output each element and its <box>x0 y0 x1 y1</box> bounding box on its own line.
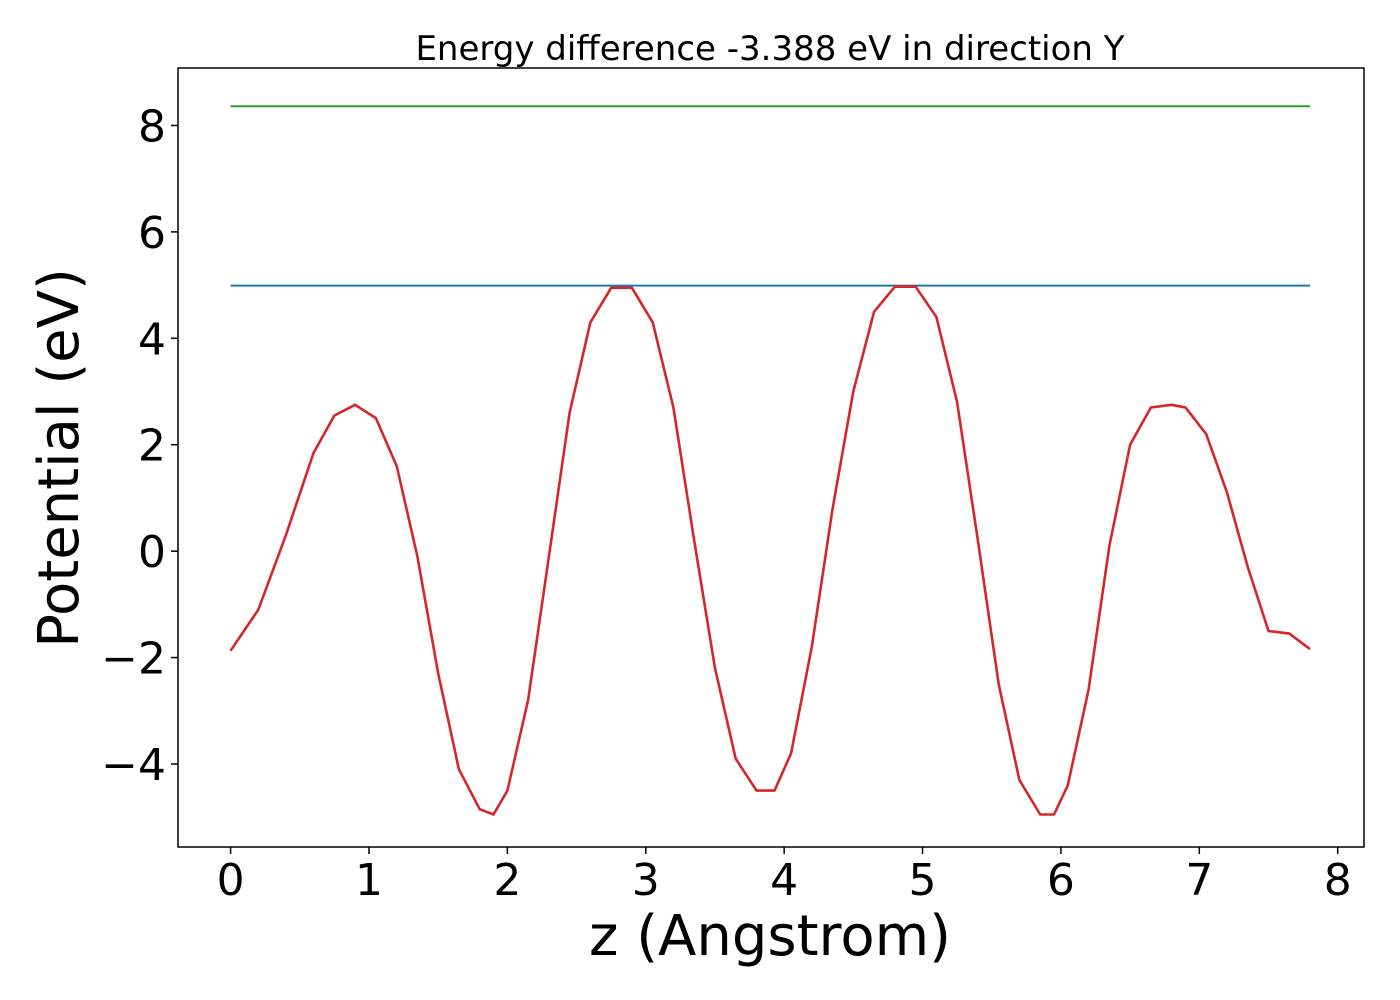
x-tick-label: 8 <box>1324 855 1352 906</box>
x-tick-label: 1 <box>355 855 383 906</box>
y-tick-label: 6 <box>138 208 166 259</box>
y-tick-label: 0 <box>138 527 166 578</box>
y-tick-label: 2 <box>138 421 166 472</box>
x-tick-label: 5 <box>909 855 937 906</box>
x-tick-label: 6 <box>1047 855 1075 906</box>
y-tick-label: 4 <box>138 314 166 365</box>
x-axis-label: z (Angstrom) <box>589 904 951 969</box>
y-tick-label: −4 <box>101 740 166 791</box>
x-tick-label: 0 <box>217 855 245 906</box>
x-axis: 0 1 2 3 4 5 6 7 8 <box>217 847 1352 906</box>
plot-frame <box>177 67 1365 848</box>
chart-title: Energy difference -3.388 eV in direction… <box>415 29 1124 69</box>
x-tick-label: 3 <box>632 855 660 906</box>
series-layer <box>229 105 1311 816</box>
y-tick-label: 8 <box>138 101 166 152</box>
y-tick-label: −2 <box>101 634 166 685</box>
y-axis: −4 −2 0 2 4 6 8 <box>101 101 178 791</box>
series-line-2 <box>229 285 1311 816</box>
y-axis-label: Potential (eV) <box>27 268 92 648</box>
x-tick-label: 2 <box>493 855 521 906</box>
x-tick-label: 4 <box>770 855 798 906</box>
x-tick-label: 7 <box>1185 855 1213 906</box>
